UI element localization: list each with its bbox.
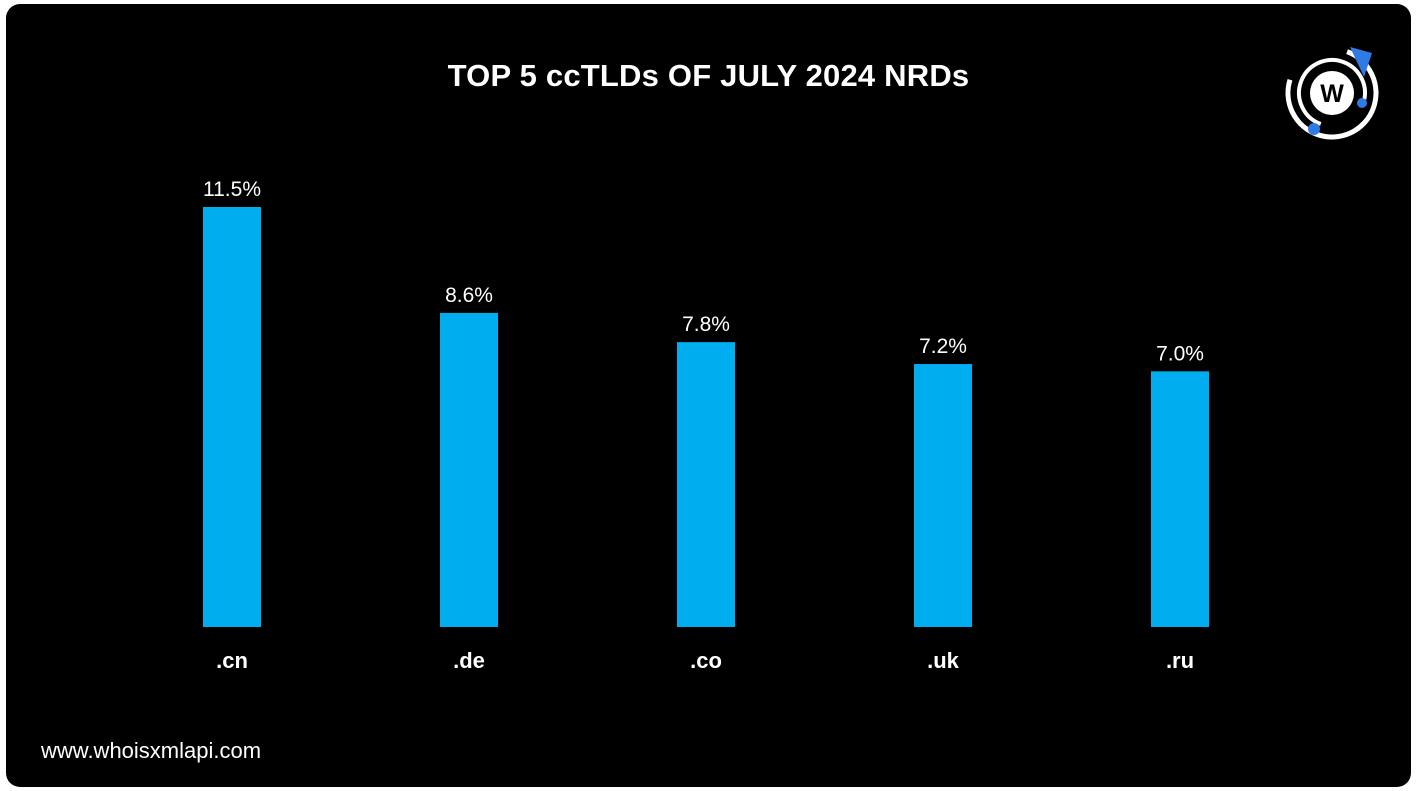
chart-card: TOP 5 ccTLDs OF JULY 2024 NRDs W 11.5% .c…: [6, 4, 1411, 787]
category-label: .ru: [1166, 648, 1194, 673]
bar-chart: 11.5% .cn 8.6% .de 7.8% .co 7.2% .uk 7.0% .ru: [203, 178, 1209, 673]
bar-ru: [1151, 371, 1209, 627]
chart-title: TOP 5 ccTLDs OF JULY 2024 NRDs: [447, 58, 970, 93]
category-label: .co: [690, 648, 722, 673]
bar-cn: [203, 207, 261, 627]
category-label: .de: [453, 648, 485, 673]
bar-de: [440, 312, 498, 627]
bar-value-label: 11.5%: [203, 178, 261, 201]
category-label: .cn: [216, 648, 248, 673]
logo-letter: W: [1320, 80, 1344, 108]
whoisxmlapi-logo-icon: W: [1282, 41, 1382, 141]
logo-graphic: W: [1285, 46, 1379, 140]
bar-value-label: 7.0%: [1156, 342, 1204, 365]
category-label: .uk: [927, 648, 960, 673]
bar-value-label: 8.6%: [445, 284, 493, 307]
bar-uk: [914, 364, 972, 627]
bar-co: [677, 342, 735, 627]
bar-value-label: 7.2%: [919, 335, 967, 358]
bar-value-label: 7.8%: [682, 313, 730, 336]
website-url: www.whoisxmlapi.com: [41, 738, 262, 763]
